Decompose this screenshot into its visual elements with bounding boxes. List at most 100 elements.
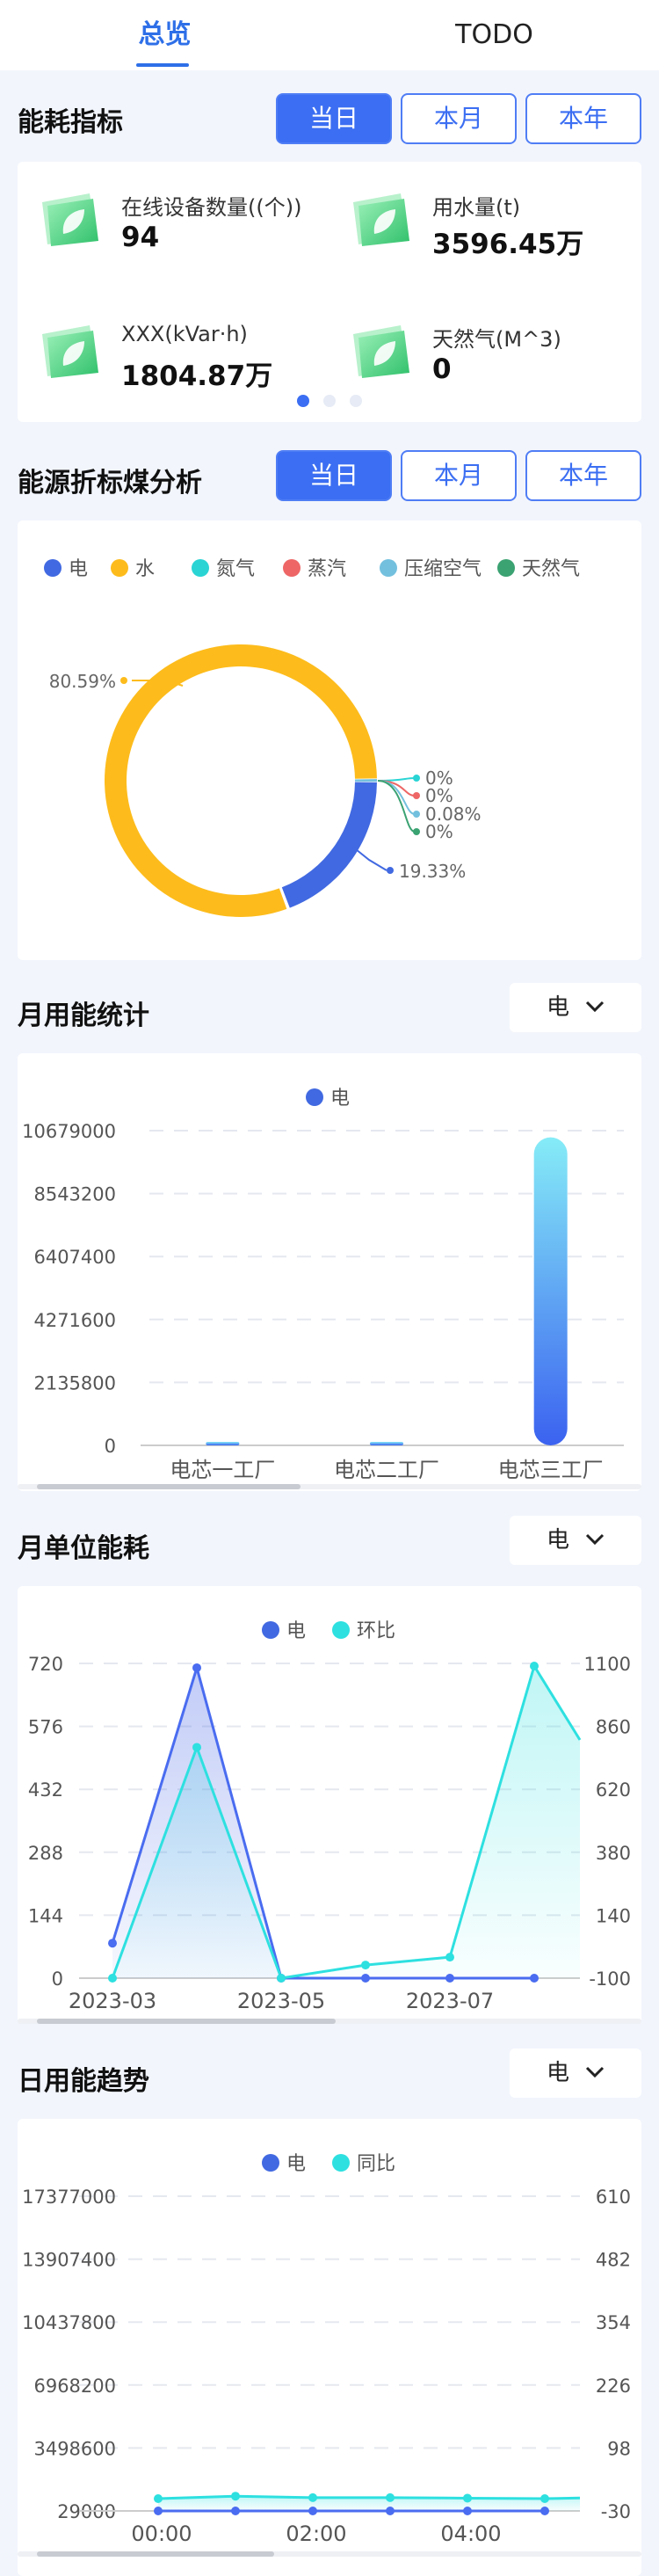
metric-value: 94 [121, 222, 160, 253]
y-tick-label-right: 610 [596, 2187, 631, 2208]
coal-period-day[interactable]: 当日 [276, 450, 392, 501]
legend-marker [332, 2154, 350, 2172]
data-point-right [386, 2492, 395, 2502]
top-tab-bar: 总览 TODO [0, 0, 659, 70]
legend-marker [262, 2154, 279, 2172]
data-point-right [445, 1953, 454, 1962]
data-point-left [154, 2507, 163, 2515]
legend-marker [262, 1621, 279, 1639]
data-point-right [540, 2494, 549, 2504]
tab-overview[interactable]: 总览 [138, 19, 192, 50]
y-tick-label-right: -30 [601, 2501, 631, 2522]
daily-section-title: 日用能趋势 [18, 2066, 149, 2097]
coal-pie-chart: 电水氮气 蒸汽 压缩空气 天然气80.59%19.33%0%0%0.08%0% [44, 558, 580, 917]
x-tick-label: 2023-03 [69, 1989, 156, 2013]
bar [206, 1442, 240, 1445]
legend-marker [306, 1088, 323, 1106]
data-point-left [108, 1939, 117, 1948]
y-tick-label-right: 354 [596, 2312, 631, 2333]
energy-period-year[interactable]: 本年 [525, 93, 641, 144]
unit-chart-card: 电 环比 720 1100 576 860 432 620 288 380 144 140 0 -100 2… [18, 1586, 641, 2024]
y-tick-label-right: 860 [596, 1717, 631, 1738]
legend-label: 电 [286, 2153, 306, 2175]
metric-online-devices: 在线设备数量((个)) 94 [18, 171, 308, 276]
unit-line-chart: 电 环比 720 1100 576 860 432 620 288 380 144 140 0 -100 2… [18, 1620, 641, 2024]
coal-period-month[interactable]: 本月 [401, 450, 517, 501]
label-dot [413, 792, 420, 799]
data-point-left [231, 2507, 240, 2515]
pie-slice [354, 779, 377, 782]
energy-period-day[interactable]: 当日 [276, 93, 392, 144]
carousel-dot-active[interactable] [297, 395, 309, 407]
data-point-left [463, 2507, 472, 2515]
carousel-dot[interactable] [350, 395, 362, 407]
leaf-icon [346, 322, 413, 380]
y-tick-label-right: 380 [596, 1843, 631, 1864]
dropdown-value: 电 [547, 1527, 570, 1554]
data-point-right [231, 2492, 240, 2501]
monthly-section-title: 月用能统计 [18, 1001, 149, 1031]
monthly-bar-chart: 电 10679000 8543200 6407400 4271600 2135800 0 电芯… [18, 1088, 641, 1489]
label-dot [413, 811, 420, 818]
scroll-thumb [37, 2551, 274, 2557]
data-point-left [308, 2507, 317, 2515]
y-tick-label-right: 226 [596, 2376, 631, 2397]
data-point-left [540, 2507, 549, 2515]
scroll-thumb [37, 2019, 336, 2024]
y-tick-label-left: 720 [28, 1654, 63, 1675]
slice-label: 80.59% [49, 671, 116, 692]
metric-value: 0 [432, 353, 452, 385]
monthly-chart-card: 电 10679000 8543200 6407400 4271600 2135800 0 电芯… [18, 1053, 641, 1491]
y-tick-label-right: 620 [596, 1779, 631, 1801]
data-point-right [530, 1661, 539, 1670]
coal-section-title: 能源折标煤分析 [18, 468, 202, 498]
tab-todo[interactable]: TODO [455, 19, 533, 50]
dropdown-value: 电 [547, 994, 570, 1021]
unit-energy-dropdown[interactable]: 电 [510, 1516, 641, 1565]
y-tick-label-left: 13907400 [22, 2250, 116, 2271]
label-dot [413, 775, 420, 782]
coal-period-year[interactable]: 本年 [525, 450, 641, 501]
data-point-right [154, 2494, 163, 2504]
y-tick-label-right: 1100 [584, 1654, 631, 1675]
slice-label: 19.33% [399, 861, 466, 882]
slice-label: 0% [425, 768, 453, 789]
legend-label: 压缩空气 [404, 558, 482, 580]
metric-value: 3596.45万 [432, 229, 584, 260]
data-point-left [361, 1974, 370, 1983]
slice-label: 0% [425, 785, 453, 806]
data-point-right [192, 1743, 201, 1752]
y-tick-label-left: 288 [28, 1843, 63, 1864]
y-tick-label-left: 10437800 [22, 2312, 116, 2333]
legend-label: 氮气 [216, 558, 255, 580]
leaf-icon [346, 190, 413, 248]
y-tick-label-left: 17377000 [22, 2187, 116, 2208]
legend-label: 环比 [357, 1620, 395, 1642]
legend-marker [332, 1621, 350, 1639]
y-tick-label: 2135800 [33, 1372, 116, 1394]
daily-line-chart: 电 同比 17377000 610 13907400 482 10437800 354 6968… [18, 2153, 641, 2557]
metric-natural-gas: 天然气(M^3) 0 [329, 302, 619, 408]
chevron-down-icon [585, 2066, 605, 2078]
chevron-down-icon [585, 1533, 605, 1546]
x-tick-label: 04:00 [440, 2521, 501, 2546]
data-point-right [361, 1961, 370, 1970]
monthly-energy-dropdown[interactable]: 电 [510, 983, 641, 1032]
legend-marker [283, 559, 301, 577]
carousel-dot[interactable] [323, 395, 336, 407]
legend-marker [111, 559, 128, 577]
y-tick-label-left: 6968200 [33, 2376, 116, 2397]
label-leader [132, 680, 184, 687]
daily-energy-dropdown[interactable]: 电 [510, 2048, 641, 2098]
x-tick-label: 02:00 [286, 2521, 346, 2546]
y-tick-label-left: 3498600 [33, 2438, 116, 2459]
label-leader [351, 845, 387, 871]
bar [370, 1442, 403, 1445]
metric-label: 在线设备数量((个)) [121, 195, 302, 220]
metric-value: 1804.87万 [121, 360, 273, 392]
y-tick-label-right: -100 [589, 1968, 631, 1990]
energy-period-month[interactable]: 本月 [401, 93, 517, 144]
label-dot [413, 828, 420, 835]
x-tick-label: 电芯三工厂 [498, 1458, 604, 1482]
data-point-left [530, 1974, 539, 1983]
